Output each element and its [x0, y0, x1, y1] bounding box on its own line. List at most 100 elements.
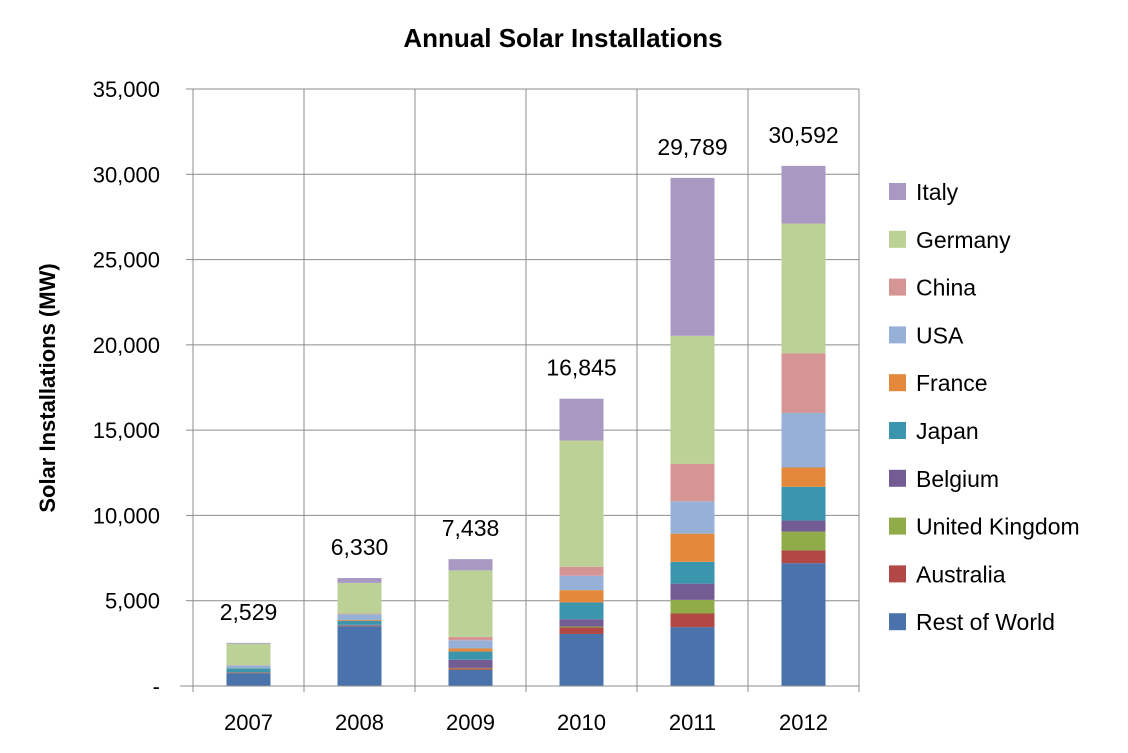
- x-tick-label: 2007: [224, 710, 273, 735]
- bar-segment: [781, 486, 826, 521]
- bar-segment: [670, 627, 715, 686]
- x-tick-label: 2011: [669, 710, 716, 735]
- bar-segment: [670, 561, 715, 584]
- bar-segment: [226, 643, 271, 666]
- y-tick-label: 20,000: [93, 333, 160, 358]
- bar-segment: [226, 642, 271, 644]
- bar-segment: [559, 398, 604, 441]
- legend-swatch: [889, 326, 906, 344]
- legend-swatch: [889, 374, 906, 392]
- bar-segment: [448, 659, 493, 668]
- legend-entry: USA: [916, 322, 964, 348]
- bar-segment: [448, 640, 493, 649]
- bar-segment: [559, 566, 604, 576]
- bar-segment: [226, 673, 271, 686]
- bar-segment: [337, 578, 382, 583]
- legend-swatch: [889, 278, 906, 296]
- x-tick-label: 2010: [557, 710, 606, 735]
- y-tick-label: 30,000: [93, 162, 160, 187]
- total-label: 29,789: [657, 134, 727, 160]
- bar-segment: [448, 636, 493, 641]
- bar-segment: [337, 620, 382, 625]
- bar-segment: [226, 668, 271, 673]
- legend-swatch: [889, 422, 906, 439]
- bar-segment: [781, 467, 826, 487]
- bar-segment: [781, 531, 826, 551]
- bar-segment: [337, 613, 382, 615]
- legend-entry: Australia: [916, 561, 1006, 587]
- bar-segment: [559, 627, 604, 634]
- total-label: 16,845: [546, 355, 616, 381]
- y-tick-label: 35,000: [93, 77, 160, 102]
- y-axis-label: Solar Installations (MW): [35, 263, 60, 512]
- bar-segment: [559, 602, 604, 620]
- bar-segment: [226, 665, 271, 669]
- bar-segment: [448, 667, 493, 669]
- total-label: 6,330: [331, 534, 389, 560]
- axis-tick-labels: - 5,000 10,000 15,000 20,000 25,000 30,000 35,0…: [93, 77, 828, 735]
- bar-segment: [448, 570, 493, 637]
- gridlines: [192, 88, 860, 686]
- y-tick-label: 10,000: [93, 503, 160, 528]
- x-tick-label: 2012: [779, 710, 828, 735]
- bar-segment: [337, 614, 382, 620]
- bar-segment: [559, 575, 604, 591]
- axes: [180, 88, 860, 692]
- bar-segment: [448, 668, 493, 670]
- legend: Italy Germany China USA France Japan Belgium Un…: [889, 179, 1080, 635]
- bar-segment: [670, 177, 715, 336]
- x-tick-label: 2008: [335, 710, 384, 735]
- legend-entry: France: [916, 370, 988, 396]
- bar-segment: [670, 335, 715, 464]
- legend-entry: Rest of World: [916, 609, 1055, 635]
- x-tick-label: 2009: [446, 710, 495, 735]
- legend-swatch: [889, 469, 906, 487]
- legend-entry: Germany: [916, 227, 1011, 253]
- bar-segment: [448, 648, 493, 652]
- bar-segment: [337, 624, 382, 626]
- bar-segment: [559, 619, 604, 627]
- bar-segment: [337, 619, 382, 621]
- legend-entry: Italy: [916, 179, 959, 205]
- total-label: 30,592: [768, 122, 838, 148]
- bar-segment: [781, 165, 826, 224]
- bar-segment: [781, 223, 826, 354]
- bar-segment: [670, 613, 715, 628]
- total-label: 2,529: [220, 599, 278, 625]
- legend-entry: United Kingdom: [916, 514, 1080, 540]
- legend-swatch: [889, 565, 906, 583]
- bar-segment: [559, 626, 604, 628]
- bar-segment: [670, 599, 715, 614]
- bar-segment: [781, 520, 826, 532]
- bar-segment: [559, 590, 604, 603]
- chart-title: Annual Solar Installations: [403, 23, 722, 53]
- bar-segment: [781, 412, 826, 468]
- bar-segment: [781, 563, 826, 686]
- bar-segment: [781, 353, 826, 413]
- y-tick-label: 25,000: [93, 248, 160, 273]
- total-label: 7,438: [442, 515, 500, 541]
- legend-swatch: [889, 517, 906, 535]
- bar-segment: [337, 626, 382, 686]
- bar-segment: [448, 559, 493, 571]
- legend-entry: Belgium: [916, 466, 999, 492]
- bar-segment: [559, 440, 604, 567]
- bar-segment: [448, 651, 493, 660]
- legend-swatch: [889, 230, 906, 248]
- bar-segment: [670, 533, 715, 562]
- legend-swatch: [889, 183, 906, 200]
- bar-segment: [337, 582, 382, 614]
- bar-segment: [670, 463, 715, 502]
- y-tick-label: 15,000: [93, 418, 160, 443]
- total-labels: 2,529 6,330 7,438 16,845 29,789 30,592: [220, 122, 839, 625]
- legend-swatch: [889, 613, 906, 631]
- bar-segment: [226, 672, 271, 673]
- bar-segment: [448, 669, 493, 686]
- bars: [226, 165, 826, 686]
- y-tick-label: -: [153, 674, 160, 699]
- y-tick-label: 5,000: [105, 589, 160, 614]
- bar-segment: [781, 550, 826, 564]
- bar-segment: [670, 501, 715, 534]
- bar-segment: [559, 633, 604, 686]
